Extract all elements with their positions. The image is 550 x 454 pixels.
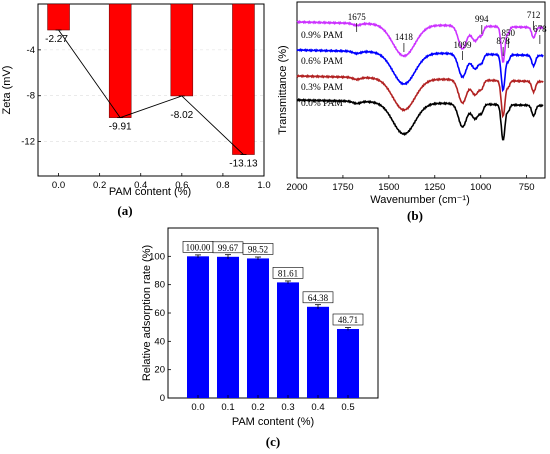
panel-b-ftir-chart: 0.9% PAM 0.6% PAM 0.3% PAM 0.0% PAM 1675 141… [277,1,547,223]
panel-c-data-label-box [302,291,334,304]
panel-c-bar [187,256,209,398]
panel-c-y-tick-label: 40 [154,336,165,347]
panel-c-x-axis-label: PAM content (%) [232,416,314,428]
panel-c-y-tick-label: 60 [154,308,165,319]
panel-a-x-tick-label: 0.8 [216,180,229,191]
panel-b-peak-label: 712 [527,10,541,20]
panel-c-x-tick-label: 0.0 [191,402,204,413]
panel-c-x-tick-label: 0.2 [251,402,264,413]
panel-b-label: (b) [407,208,423,223]
panel-b-series-line [296,74,544,119]
panel-b-x-tick-label: 1000 [470,182,491,193]
panel-a-plot-frame [37,3,265,177]
panel-a-label: (a) [117,203,132,218]
panel-c-x-tick-label: 0.3 [281,402,294,413]
panel-a-x-tick-label: 0.2 [93,180,106,191]
panel-b-series-label: 0.6% PAM [301,57,343,67]
panel-b-peak-label: 1418 [395,32,414,42]
panel-a-bar [232,3,255,155]
panel-b-series-label: 0.0% PAM [301,99,343,109]
panel-c-bar [277,282,299,398]
panel-c-y-tick-label: 100 [149,251,165,262]
panel-a-y-tick-label: -4 [27,45,35,56]
panel-c-data-label: 99.67 [218,243,239,253]
panel-c-data-label-box [332,313,364,326]
panel-b-series-label: 0.3% PAM [301,83,343,93]
panel-c-y-axis-label: Relative adsorption rate (%) [141,245,153,381]
panel-c-data-label-box [242,243,274,255]
panel-c-data-label: 98.52 [248,244,268,254]
panel-c-x-tick-label: 0.1 [221,402,234,413]
panel-c-data-label-box [272,267,304,279]
panel-a-data-label: -8.02 [170,110,193,121]
panel-b-x-axis-label: Wavenumber (cm⁻¹) [370,194,470,206]
panel-b-x-tick-label: 1750 [332,182,353,193]
panel-b-x-tick-label: 1250 [424,182,445,193]
panel-c-data-label: 81.61 [278,268,298,278]
panel-a-bar [47,3,70,31]
panel-a-bar [170,3,194,97]
panel-a-bar [108,3,132,118]
panel-c-bar [307,306,329,398]
panel-a-x-tick-label: 1.0 [257,180,270,191]
panel-a-y-tick-label: -8 [27,91,35,102]
panel-b-x-tick-label: 750 [519,182,535,193]
panel-b-y-axis-label: Transmittance (%) [277,45,289,134]
panel-b-peak-label: 678 [533,24,547,34]
panel-b-series-line [296,97,544,141]
panel-b-peak-label: 994 [475,14,489,24]
panel-b-x-tick-label: 2000 [286,182,307,193]
panel-b-peak-label: 878 [496,36,510,46]
panel-a-x-tick-label: 0.0 [52,180,65,191]
panel-c-y-tick-label: 0 [160,393,165,404]
panel-c-x-tick-label: 0.4 [311,402,324,413]
panel-b-series-label: 0.9% PAM [301,31,343,41]
panel-c-y-tick-label: 80 [154,280,165,291]
panel-a-connecting-line [58,29,244,155]
panel-c-adsorption-chart: 100.00 99.67 98.52 81.61 64.38 48.71 0.0 0.1 0.… [141,227,379,449]
panel-c-data-label: 64.38 [308,293,329,303]
panel-b-peak-label: 1675 [348,12,367,22]
panel-a-x-axis-label: PAM content (%) [109,186,191,198]
panel-a-x-tick-label: 0.4 [134,180,147,191]
panel-c-y-tick-label: 20 [154,365,165,376]
panel-c-bar [247,258,269,398]
panel-a-x-tick-label: 0.6 [175,180,188,191]
panel-b-plot-frame [296,1,546,179]
panel-b-peak-label: 1099 [454,40,473,50]
panel-b-peak-label: 850 [502,28,516,38]
panel-a-y-tick-label: -12 [21,137,35,148]
panel-a-y-axis-label: Zeta (mV) [1,66,13,115]
panel-c-label: (c) [266,434,280,449]
panel-a-data-label: -9.91 [109,122,132,133]
panel-c-data-label: 100.00 [186,242,211,252]
panel-a-zeta-chart: -2.27 -9.91 -8.02 -13.13 0.0 0.2 0.4 0.6 0.8 1.0… [1,3,271,218]
panel-c-bar [217,256,239,398]
panel-a-data-label: -13.13 [229,159,258,170]
panel-b-x-tick-label: 1500 [378,182,399,193]
panel-a-data-label: -2.27 [45,34,68,45]
panel-c-bar [337,328,359,398]
panel-c-data-label: 48.71 [338,315,358,325]
panel-b-series-line [296,19,544,63]
panel-c-x-tick-label: 0.5 [341,402,354,413]
panel-b-series-line [296,48,544,93]
